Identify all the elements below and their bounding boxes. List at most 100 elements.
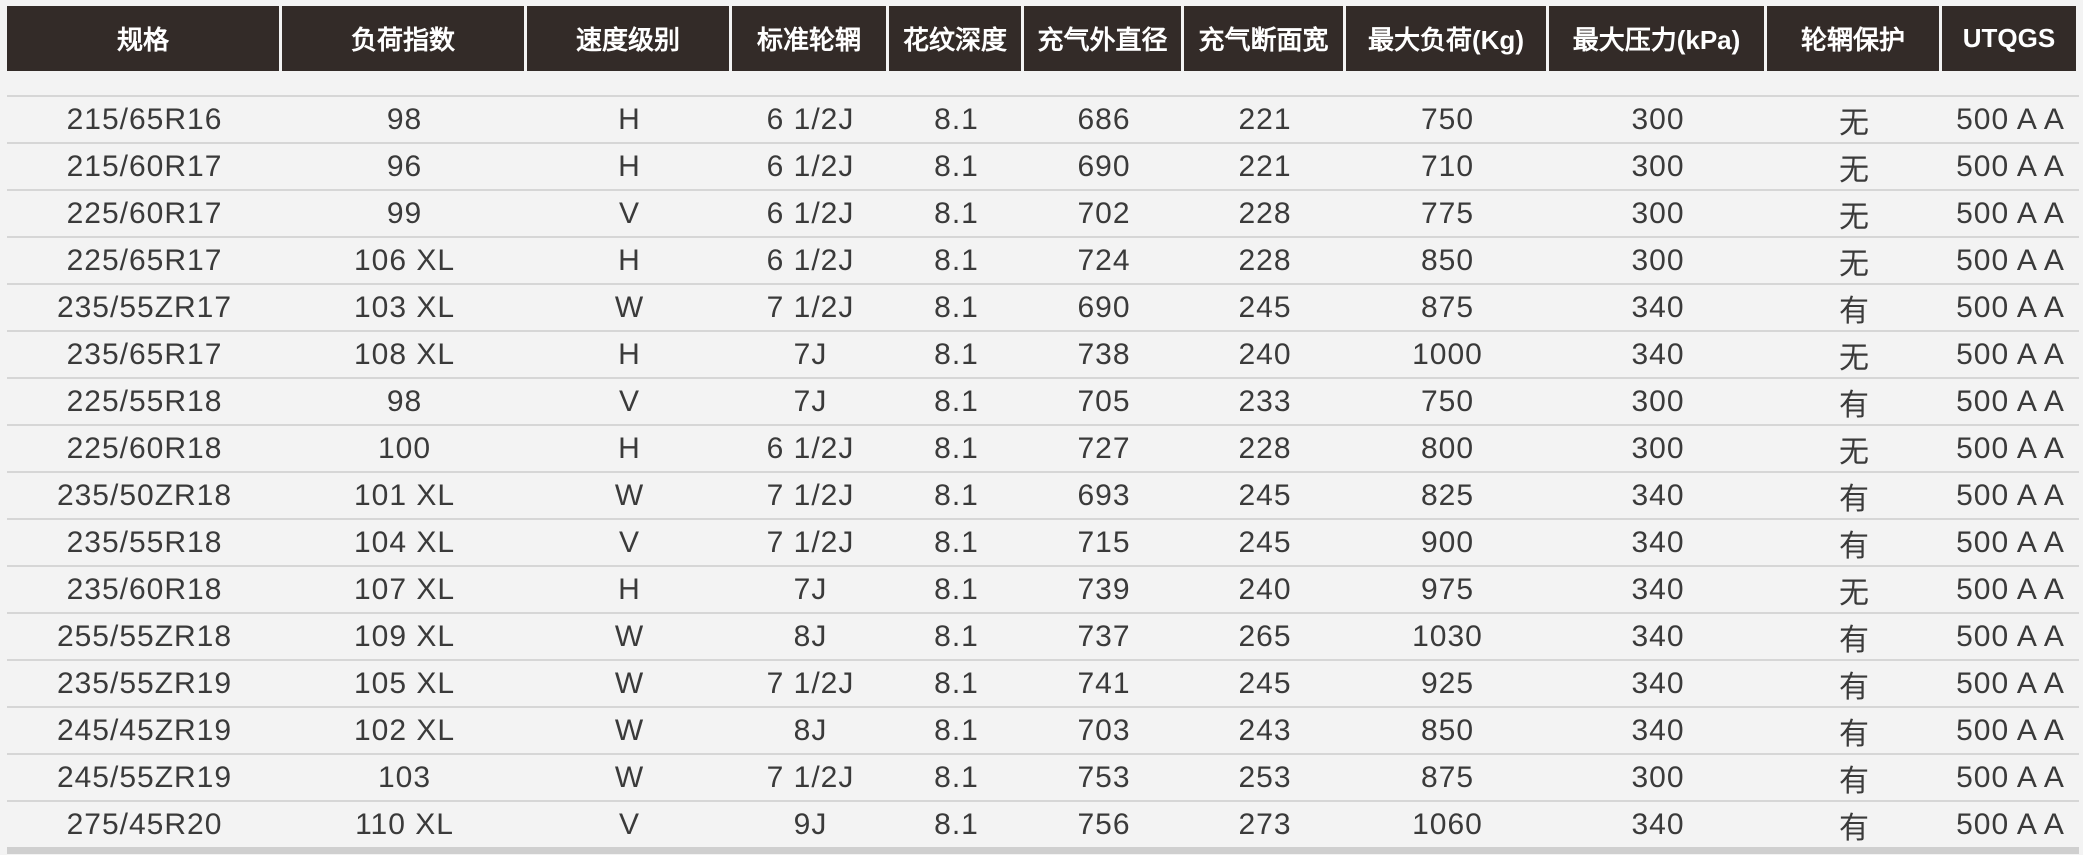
cell-standard-rim: 7 1/2J — [766, 290, 855, 324]
cell-rim-protection: 无 — [1839, 576, 1870, 610]
cell-standard-rim: 6 1/2J — [766, 196, 855, 230]
cell-speed-rating: H — [618, 149, 641, 183]
cell-load-index: 107 XL — [353, 572, 456, 606]
cell-section-width: 245 — [1238, 525, 1292, 559]
cell-tread-depth: 8.1 — [934, 196, 979, 230]
cell-speed-rating: V — [618, 525, 640, 559]
cell-inflated-diameter: 756 — [1077, 807, 1131, 841]
cell-load-index: 104 XL — [353, 525, 456, 559]
cell-section-width: 228 — [1238, 431, 1292, 465]
cell-inflated-diameter: 727 — [1077, 431, 1131, 465]
cell-inflated-diameter: 739 — [1077, 572, 1131, 606]
cell-standard-rim: 6 1/2J — [766, 149, 855, 183]
header-utqgs: UTQGS — [1942, 6, 2079, 71]
cell-max-load: 875 — [1420, 760, 1475, 794]
cell-utqgs: 500 A A — [1956, 149, 2065, 183]
cell-max-load: 750 — [1420, 102, 1475, 136]
cell-tread-depth: 8.1 — [934, 666, 979, 700]
cell-rim-protection: 有 — [1839, 623, 1870, 657]
cell-utqgs: 500 A A — [1956, 431, 2065, 465]
cell-load-index: 106 XL — [353, 243, 456, 277]
cell-rim-protection: 无 — [1839, 341, 1870, 375]
header-load-index: 负荷指数 — [282, 6, 527, 71]
cell-standard-rim: 7J — [793, 572, 828, 606]
cell-standard-rim: 7 1/2J — [766, 666, 855, 700]
header-max-load: 最大负荷(Kg) — [1346, 6, 1549, 71]
cell-speed-rating: V — [618, 196, 640, 230]
table-header: 规格 负荷指数 速度级别 标准轮辋 花纹深度 充气外直径 充气断面宽 最大负荷(Kg) 最大压力… — [7, 6, 2079, 71]
cell-max-load: 1030 — [1412, 619, 1483, 653]
cell-spec: 235/55R18 — [66, 525, 223, 559]
cell-spec: 225/55R18 — [66, 384, 223, 418]
cell-max-pressure: 340 — [1631, 807, 1685, 841]
cell-load-index: 101 XL — [353, 478, 456, 512]
table-row: 235/55ZR17 103 XL W 7 1/2J 8.1 690 245 875 340 有 5… — [7, 283, 2079, 330]
cell-inflated-diameter: 702 — [1077, 196, 1131, 230]
cell-speed-rating: W — [614, 478, 645, 512]
cell-speed-rating: H — [618, 102, 641, 136]
cell-spec: 225/65R17 — [66, 243, 223, 277]
cell-standard-rim: 7 1/2J — [766, 478, 855, 512]
cell-section-width: 221 — [1238, 102, 1292, 136]
table-row: 235/60R18 107 XL H 7J 8.1 739 240 975 340 无 500 A … — [7, 565, 2079, 612]
table-row: 225/60R18 100 H 6 1/2J 8.1 727 228 800 300 无 500 A… — [7, 424, 2079, 471]
cell-tread-depth: 8.1 — [934, 337, 979, 371]
cell-section-width: 228 — [1238, 243, 1292, 277]
cell-tread-depth: 8.1 — [934, 290, 979, 324]
cell-max-pressure: 340 — [1631, 337, 1685, 371]
cell-rim-protection: 有 — [1839, 811, 1870, 845]
cell-max-pressure: 300 — [1631, 431, 1685, 465]
cell-load-index: 99 — [386, 196, 423, 230]
cell-speed-rating: W — [614, 760, 645, 794]
cell-utqgs: 500 A A — [1956, 243, 2065, 277]
header-spec: 规格 — [7, 6, 282, 71]
table-row: 275/45R20 110 XL V 9J 8.1 756 273 1060 340 有 500 A… — [7, 800, 2079, 847]
cell-utqgs: 500 A A — [1956, 290, 2065, 324]
cell-tread-depth: 8.1 — [934, 102, 979, 136]
cell-utqgs: 500 A A — [1956, 478, 2065, 512]
table-row: 215/60R17 96 H 6 1/2J 8.1 690 221 710 300 无 500 A … — [7, 142, 2079, 189]
table-row: 225/65R17 106 XL H 6 1/2J 8.1 724 228 850 300 无 50… — [7, 236, 2079, 283]
cell-inflated-diameter: 690 — [1077, 290, 1131, 324]
cell-section-width: 221 — [1238, 149, 1292, 183]
cell-inflated-diameter: 715 — [1077, 525, 1131, 559]
cell-speed-rating: W — [614, 619, 645, 653]
cell-inflated-diameter: 738 — [1077, 337, 1131, 371]
cell-spec: 235/65R17 — [66, 337, 223, 371]
cell-tread-depth: 8.1 — [934, 149, 979, 183]
cell-max-load: 850 — [1420, 713, 1475, 747]
table-body: 215/65R16 98 H 6 1/2J 8.1 686 221 750 300 无 500 A … — [7, 95, 2079, 847]
cell-standard-rim: 7J — [793, 384, 828, 418]
cell-rim-protection: 无 — [1839, 435, 1870, 469]
table-row: 245/55ZR19 103 W 7 1/2J 8.1 753 253 875 300 有 500 … — [7, 753, 2079, 800]
cell-load-index: 109 XL — [353, 619, 456, 653]
cell-section-width: 245 — [1238, 290, 1292, 324]
table-row: 225/60R17 99 V 6 1/2J 8.1 702 228 775 300 无 500 A … — [7, 189, 2079, 236]
cell-standard-rim: 8J — [793, 713, 828, 747]
cell-max-pressure: 340 — [1631, 290, 1685, 324]
cell-load-index: 100 — [377, 431, 432, 465]
cell-inflated-diameter: 686 — [1077, 102, 1131, 136]
header-rim-protection: 轮辋保护 — [1767, 6, 1942, 71]
cell-load-index: 110 XL — [355, 807, 454, 841]
cell-max-load: 800 — [1420, 431, 1475, 465]
cell-section-width: 245 — [1238, 666, 1292, 700]
cell-rim-protection: 有 — [1839, 670, 1870, 704]
cell-utqgs: 500 A A — [1956, 760, 2065, 794]
cell-max-load: 900 — [1420, 525, 1475, 559]
cell-inflated-diameter: 705 — [1077, 384, 1131, 418]
cell-load-index: 108 XL — [353, 337, 456, 371]
table-row: 225/55R18 98 V 7J 8.1 705 233 750 300 有 500 A A — [7, 377, 2079, 424]
cell-max-load: 710 — [1420, 149, 1475, 183]
table-bottom-rule — [7, 847, 2079, 854]
cell-inflated-diameter: 741 — [1077, 666, 1131, 700]
cell-standard-rim: 6 1/2J — [766, 431, 855, 465]
cell-rim-protection: 有 — [1839, 482, 1870, 516]
cell-rim-protection: 有 — [1839, 764, 1870, 798]
cell-tread-depth: 8.1 — [934, 431, 979, 465]
cell-utqgs: 500 A A — [1956, 572, 2065, 606]
cell-max-load: 775 — [1420, 196, 1475, 230]
cell-rim-protection: 无 — [1839, 153, 1870, 187]
cell-inflated-diameter: 693 — [1077, 478, 1131, 512]
cell-max-pressure: 340 — [1631, 572, 1685, 606]
